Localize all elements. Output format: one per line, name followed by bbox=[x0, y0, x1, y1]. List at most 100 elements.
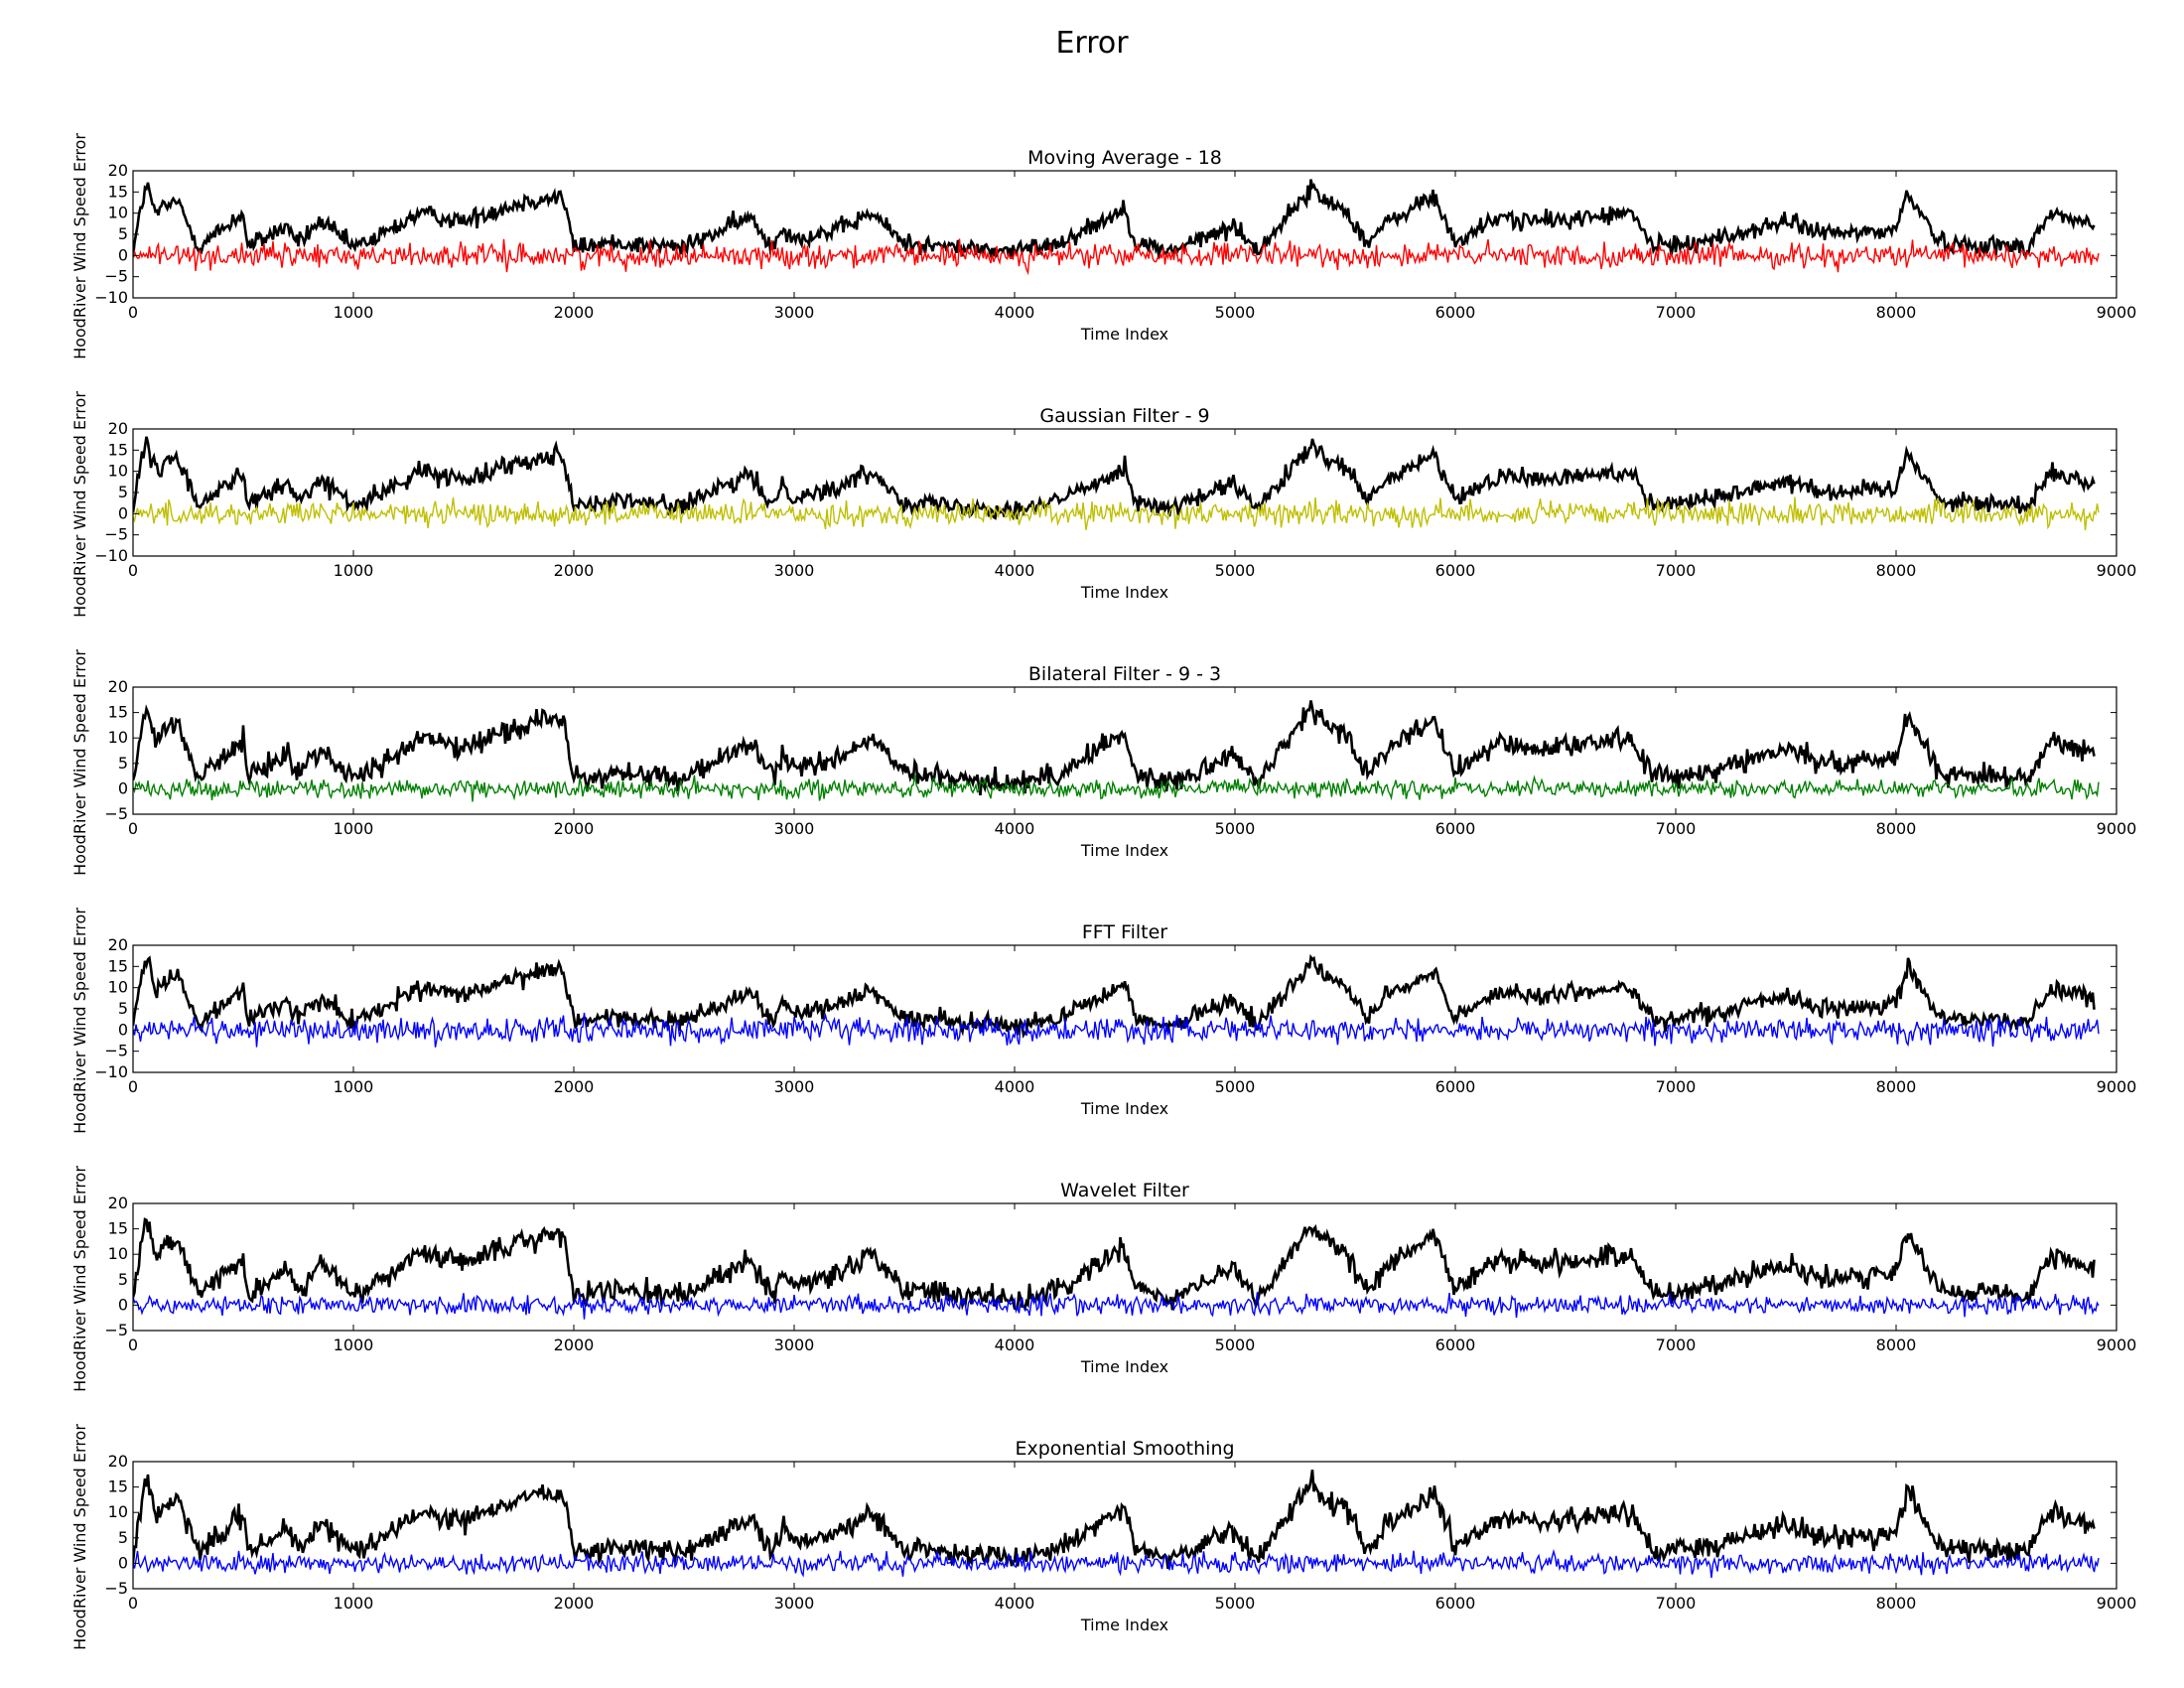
y-tick-label: 0 bbox=[118, 1553, 128, 1572]
x-tick-label: 5000 bbox=[1215, 1594, 1256, 1613]
y-tick-label: 15 bbox=[108, 440, 128, 459]
x-tick-label: 5000 bbox=[1215, 303, 1256, 322]
x-axis-label: Time Index bbox=[1080, 1616, 1168, 1634]
x-tick-label: 5000 bbox=[1215, 1336, 1256, 1354]
x-tick-label: 6000 bbox=[1435, 303, 1476, 322]
y-tick-label: 5 bbox=[118, 224, 128, 243]
x-tick-label: 5000 bbox=[1215, 561, 1256, 580]
y-tick-label: 20 bbox=[108, 935, 128, 954]
series-line-error bbox=[133, 496, 2100, 531]
x-tick-label: 7000 bbox=[1656, 819, 1697, 838]
y-tick-label: −5 bbox=[104, 1321, 128, 1339]
x-tick-label: 1000 bbox=[334, 1594, 374, 1613]
subplot-3: 0 1000 2000 3000 4000 5000 6000 7000 8000 9000−50… bbox=[70, 649, 2136, 876]
y-tick-label: 15 bbox=[108, 703, 128, 722]
x-tick-label: 3000 bbox=[774, 561, 815, 580]
y-axis-label: HoodRiver Wind Speed Error bbox=[70, 649, 89, 876]
subplot-6: 0 1000 2000 3000 4000 5000 6000 7000 8000 9000−50… bbox=[70, 1424, 2136, 1650]
y-axis-label: HoodRiver Wind Speed Error bbox=[70, 908, 89, 1134]
y-axis-label: HoodRiver Wind Speed Error bbox=[70, 391, 89, 618]
x-tick-label: 1000 bbox=[334, 303, 374, 322]
subplot-title: Exponential Smoothing bbox=[1015, 1438, 1234, 1460]
y-tick-label: 10 bbox=[108, 978, 128, 997]
y-tick-label: 20 bbox=[108, 1194, 128, 1212]
y-tick-label: 20 bbox=[108, 419, 128, 438]
x-tick-label: 8000 bbox=[1876, 819, 1917, 838]
x-tick-label: 0 bbox=[128, 561, 138, 580]
y-tick-label: −10 bbox=[94, 288, 128, 307]
x-tick-label: 8000 bbox=[1876, 303, 1917, 322]
y-tick-label: 20 bbox=[108, 161, 128, 180]
x-tick-label: 1000 bbox=[334, 1077, 374, 1096]
x-tick-label: 7000 bbox=[1656, 561, 1697, 580]
y-tick-label: 0 bbox=[118, 778, 128, 797]
x-tick-label: 2000 bbox=[554, 561, 595, 580]
figure-title: Error bbox=[1055, 26, 1129, 61]
x-tick-label: 9000 bbox=[2097, 819, 2137, 838]
series-line-black bbox=[133, 953, 2096, 1039]
y-tick-label: 10 bbox=[108, 728, 128, 747]
y-tick-label: 10 bbox=[108, 1244, 128, 1263]
y-tick-label: 5 bbox=[118, 483, 128, 501]
x-tick-label: 3000 bbox=[774, 303, 815, 322]
y-tick-label: −5 bbox=[104, 525, 128, 544]
y-tick-label: 5 bbox=[118, 1528, 128, 1547]
series-line-error bbox=[133, 238, 2100, 276]
subplot-title: Bilateral Filter - 9 - 3 bbox=[1028, 663, 1221, 685]
x-tick-label: 1000 bbox=[334, 561, 374, 580]
y-tick-label: −5 bbox=[104, 1579, 128, 1598]
x-tick-label: 4000 bbox=[995, 303, 1035, 322]
axes-frame bbox=[132, 1202, 2117, 1332]
axes-frame bbox=[132, 1461, 2117, 1590]
x-tick-label: 7000 bbox=[1656, 1077, 1697, 1096]
x-tick-label: 9000 bbox=[2097, 1594, 2137, 1613]
x-tick-label: 3000 bbox=[774, 1336, 815, 1354]
x-axis-label: Time Index bbox=[1080, 1099, 1168, 1118]
y-tick-label: 5 bbox=[118, 754, 128, 773]
x-tick-label: 0 bbox=[128, 1594, 138, 1613]
subplot-2: 0 1000 2000 3000 4000 5000 6000 7000 8000 9000 −10… bbox=[70, 391, 2136, 618]
x-tick-label: 8000 bbox=[1876, 1336, 1917, 1354]
x-tick-label: 8000 bbox=[1876, 1594, 1917, 1613]
x-tick-label: 3000 bbox=[774, 1594, 815, 1613]
x-tick-label: 9000 bbox=[2097, 1336, 2137, 1354]
y-tick-label: 10 bbox=[108, 204, 128, 222]
axes-frame bbox=[132, 686, 2117, 815]
series-line-error bbox=[133, 774, 2100, 802]
y-tick-label: 15 bbox=[108, 1219, 128, 1238]
x-tick-label: 7000 bbox=[1656, 1336, 1697, 1354]
x-tick-label: 2000 bbox=[554, 1594, 595, 1613]
x-tick-label: 0 bbox=[128, 1077, 138, 1096]
x-tick-label: 4000 bbox=[995, 1594, 1035, 1613]
x-axis-label: Time Index bbox=[1080, 583, 1168, 602]
y-tick-label: 5 bbox=[118, 999, 128, 1018]
subplot-4: 0 1000 2000 3000 4000 5000 6000 7000 8000 9000 −10… bbox=[70, 908, 2136, 1134]
y-tick-label: 10 bbox=[108, 1502, 128, 1521]
x-tick-label: 4000 bbox=[995, 1077, 1035, 1096]
subplot-1: 0 1000 2000 3000 4000 5000 6000 7000 8000 9000 −10… bbox=[70, 133, 2136, 359]
x-tick-label: 0 bbox=[128, 1336, 138, 1354]
x-tick-label: 7000 bbox=[1656, 303, 1697, 322]
x-axis-label: Time Index bbox=[1080, 325, 1168, 344]
x-tick-label: 2000 bbox=[554, 819, 595, 838]
x-tick-label: 9000 bbox=[2097, 561, 2137, 580]
x-tick-label: 4000 bbox=[995, 819, 1035, 838]
y-tick-label: 15 bbox=[108, 956, 128, 975]
x-tick-label: 8000 bbox=[1876, 1077, 1917, 1096]
series-line-error bbox=[133, 1012, 2100, 1048]
y-tick-label: 15 bbox=[108, 182, 128, 201]
x-tick-label: 7000 bbox=[1656, 1594, 1697, 1613]
subplot-title: FFT Filter bbox=[1082, 921, 1167, 943]
series-line-error bbox=[133, 1548, 2100, 1579]
x-tick-label: 2000 bbox=[554, 303, 595, 322]
x-tick-label: 6000 bbox=[1435, 1594, 1476, 1613]
x-tick-label: 0 bbox=[128, 303, 138, 322]
y-tick-label: −5 bbox=[104, 1042, 128, 1060]
y-axis-label: HoodRiver Wind Speed Error bbox=[70, 1424, 89, 1650]
x-tick-label: 4000 bbox=[995, 1336, 1035, 1354]
series-line-black bbox=[133, 1217, 2096, 1313]
x-tick-label: 6000 bbox=[1435, 1077, 1476, 1096]
x-tick-label: 2000 bbox=[554, 1077, 595, 1096]
x-tick-label: 3000 bbox=[774, 819, 815, 838]
